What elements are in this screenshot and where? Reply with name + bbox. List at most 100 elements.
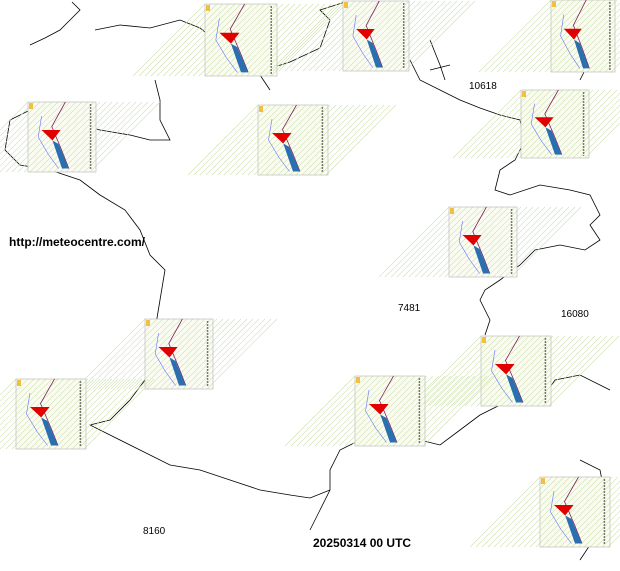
hatch <box>211 104 283 176</box>
hatch <box>386 375 458 447</box>
hatch <box>530 335 602 407</box>
hatch <box>488 335 560 407</box>
cape-area <box>41 130 61 141</box>
cin-area <box>506 374 523 403</box>
temp-line <box>472 206 491 274</box>
hatch <box>71 378 143 450</box>
hatch <box>541 476 613 548</box>
hatch <box>47 378 119 450</box>
cape-area <box>219 32 240 44</box>
hatch <box>80 318 152 390</box>
hatch <box>199 104 271 176</box>
hatch <box>510 206 582 278</box>
hatch <box>523 476 595 548</box>
hatch <box>174 3 248 77</box>
hatch <box>132 3 206 77</box>
cape-area <box>272 133 292 144</box>
hatch <box>378 206 450 278</box>
hatch <box>500 89 570 159</box>
hatch <box>0 378 47 426</box>
hatch <box>548 335 620 407</box>
hatch <box>598 50 620 73</box>
hatch <box>320 0 392 72</box>
thumb-clip <box>354 375 426 447</box>
logo <box>552 1 556 7</box>
hatch <box>384 206 456 278</box>
station-label: 8160 <box>143 526 166 537</box>
hatch <box>270 3 344 77</box>
dew-line <box>154 332 176 386</box>
hatch <box>536 335 608 407</box>
hatch <box>422 335 494 407</box>
hatch <box>380 0 452 72</box>
temp-line <box>40 378 59 446</box>
dew-line <box>37 115 59 169</box>
hatch <box>83 101 155 173</box>
hatch <box>504 206 576 278</box>
hatch <box>0 378 59 438</box>
hatch <box>35 378 107 450</box>
temp-line <box>564 476 583 544</box>
skew-t-thumbnail <box>187 104 397 176</box>
hatch <box>404 0 476 72</box>
hatch <box>487 476 559 548</box>
hatch <box>158 318 230 390</box>
hatch <box>422 375 494 447</box>
hatch <box>77 101 149 173</box>
hatch <box>278 0 350 72</box>
hatch <box>530 89 600 159</box>
dew-line <box>26 392 48 446</box>
hatch <box>492 206 564 278</box>
hatch <box>290 0 362 72</box>
hatch <box>0 378 29 408</box>
hatch <box>589 516 620 548</box>
skew-t-thumbnail <box>284 375 494 447</box>
hatch <box>446 335 518 407</box>
hatch <box>414 206 486 278</box>
hatch <box>562 14 620 73</box>
hatch <box>65 378 137 450</box>
hatch <box>223 104 295 176</box>
hatch <box>29 101 101 173</box>
hatch <box>86 318 158 390</box>
timestamp: 20250314 00 UTC <box>313 536 411 550</box>
dew-line <box>458 220 480 274</box>
hatch <box>65 101 137 173</box>
hatch <box>277 104 349 176</box>
hatch <box>194 318 266 390</box>
skew-t-thumbnail <box>132 3 344 77</box>
hatch <box>187 104 259 176</box>
hatch <box>59 101 131 173</box>
sounding-thumbnails <box>0 0 620 548</box>
hatch <box>204 3 278 77</box>
hatch <box>398 0 470 72</box>
hatch <box>23 101 95 173</box>
hatch <box>146 318 218 390</box>
thumb-clip <box>15 378 87 450</box>
hatch <box>23 378 95 450</box>
hatch <box>518 335 590 407</box>
hatch <box>506 89 576 159</box>
hatch <box>517 476 589 548</box>
hatch <box>560 98 620 159</box>
hatch <box>416 335 488 407</box>
hatch <box>0 101 59 161</box>
hatch <box>241 104 313 176</box>
hatch <box>464 335 536 407</box>
hatch <box>320 375 392 447</box>
hatch <box>458 89 528 159</box>
hatch <box>574 26 620 73</box>
hatch <box>478 0 552 73</box>
hatch <box>511 476 583 548</box>
hatch <box>252 3 326 77</box>
hatch <box>486 206 558 278</box>
temp-line <box>365 0 383 68</box>
hatch <box>284 375 356 447</box>
thumb-clip <box>480 335 552 407</box>
cin-area <box>41 417 58 446</box>
temp-line <box>544 89 563 155</box>
hatch <box>434 335 506 407</box>
logo <box>206 5 210 11</box>
hatch <box>176 318 248 390</box>
cape-area <box>356 29 375 40</box>
